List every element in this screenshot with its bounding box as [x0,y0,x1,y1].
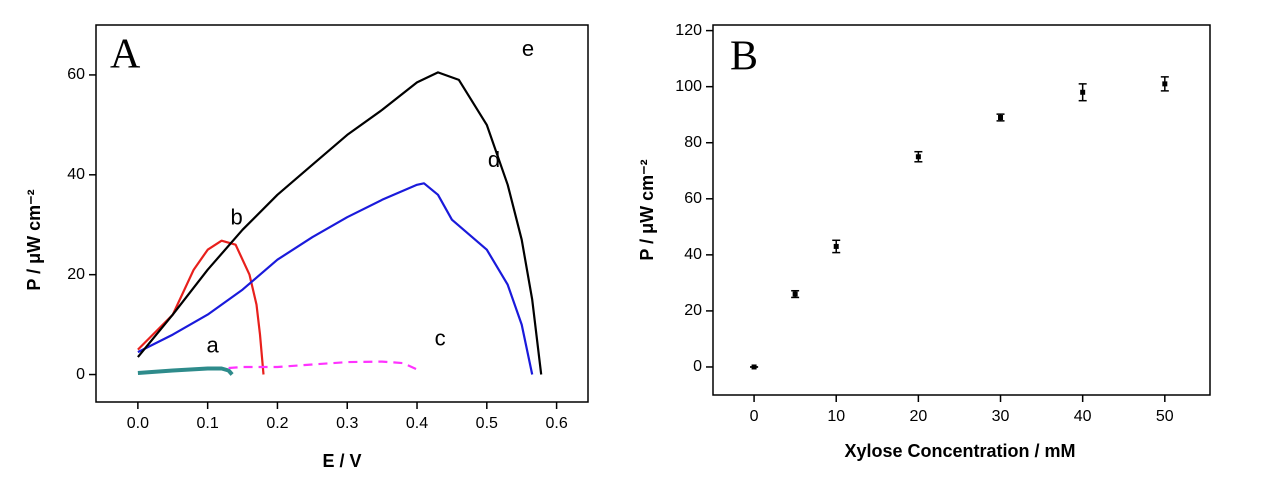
point [833,243,839,249]
y-tick-label: 40 [684,246,702,263]
x-tick-label: 0.0 [127,415,149,432]
y-tick-label: 80 [684,134,702,151]
y-axis-title: P / μW cm⁻² [24,189,44,290]
x-axis-title: Xylose Concentration / mM [844,441,1075,461]
y-tick-label: 0 [693,358,702,375]
point [751,364,757,370]
curve-label: b [230,205,242,230]
x-tick-label: 50 [1156,408,1174,425]
x-axis-title: E / V [322,451,361,471]
x-tick-label: 10 [827,408,845,425]
point [915,154,921,160]
x-tick-label: 0.4 [406,415,428,432]
point [1162,81,1168,87]
y-tick-label: 100 [675,78,702,95]
point [792,291,798,297]
point [998,115,1004,120]
x-tick-label: 20 [909,408,927,425]
y-axis-title: P / μW cm⁻² [637,159,657,260]
x-tick-label: 0.1 [197,415,219,432]
panel-label: A [110,32,141,78]
y-tick-label: 60 [684,190,702,207]
curve [137,366,234,376]
x-tick-label: 30 [992,408,1010,425]
x-tick-label: 0.6 [545,415,567,432]
x-tick-label: 0 [750,408,759,425]
curve-label: e [522,36,534,61]
y-tick-label: 120 [675,22,702,39]
plot-frame [712,24,1211,396]
x-tick-label: 40 [1074,408,1092,425]
curve-label: a [207,332,220,357]
plot-frame [95,24,589,403]
x-tick-label: 0.2 [266,415,288,432]
panel-label: B [730,34,758,80]
curve [137,71,543,375]
point [1080,89,1086,95]
y-tick-label: 20 [684,302,702,319]
x-tick-label: 0.3 [336,415,358,432]
y-tick-label: 0 [76,366,85,383]
curve [137,182,534,375]
curve [137,239,265,375]
curve [228,360,418,371]
y-tick-label: 60 [67,66,85,83]
y-tick-label: 20 [67,266,85,283]
curve-label: c [435,325,446,350]
y-tick-label: 40 [67,166,85,183]
x-tick-label: 0.5 [476,415,498,432]
